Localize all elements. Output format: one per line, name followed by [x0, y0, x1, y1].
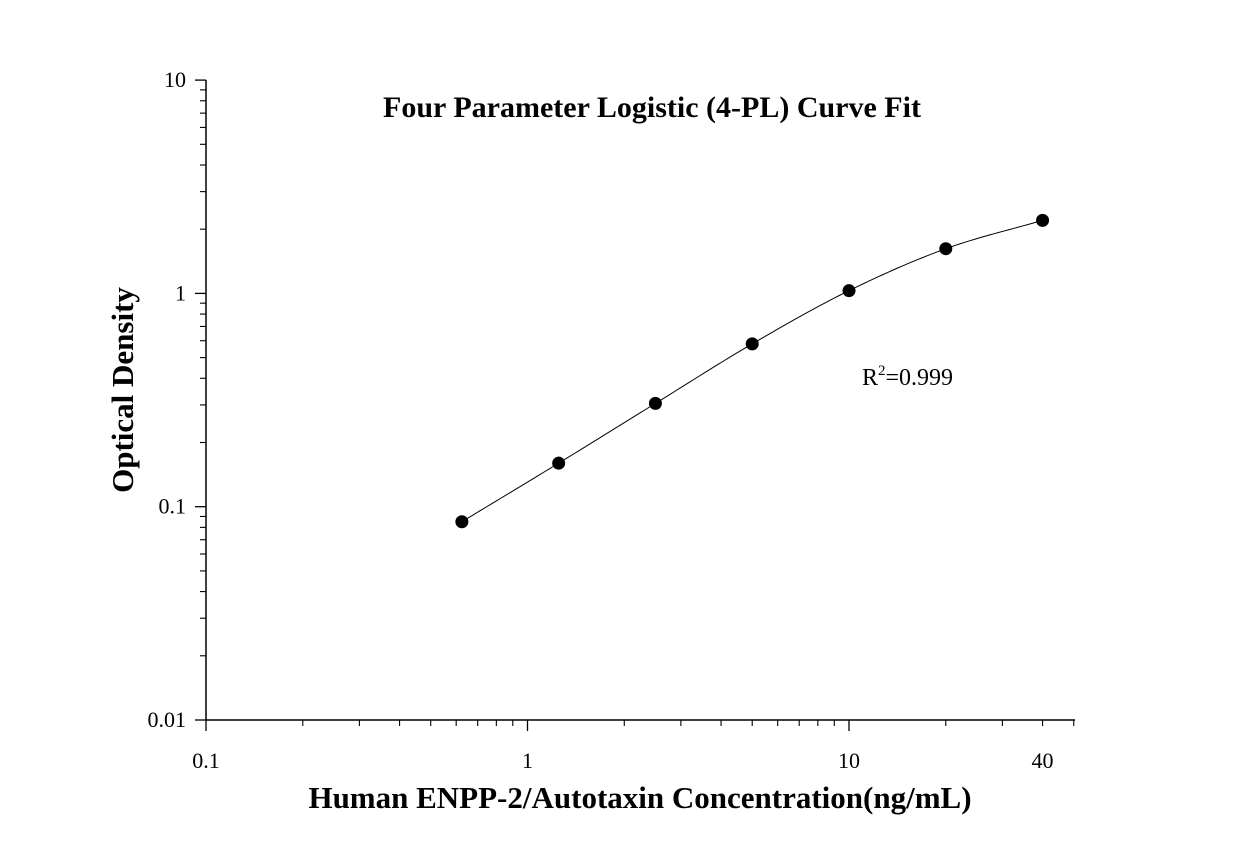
data-point [455, 515, 469, 529]
r-squared-value: =0.999 [886, 365, 954, 391]
x-tick-label: 40 [1032, 748, 1054, 773]
data-point [939, 242, 953, 256]
data-points [455, 213, 1050, 529]
x-tick-label: 10 [838, 748, 860, 773]
x-tick-label: 1 [522, 748, 533, 773]
r-squared-base: R [862, 365, 878, 391]
data-point [842, 284, 856, 298]
r-squared-annotation: R2=0.999 [862, 363, 953, 391]
y-tick-label: 0.1 [159, 494, 187, 519]
data-point [1036, 213, 1050, 227]
data-point [745, 337, 759, 351]
y-tick-label: 1 [175, 280, 186, 305]
chart-title: Four Parameter Logistic (4-PL) Curve Fit [383, 91, 921, 124]
r-squared-superscript: 2 [878, 363, 886, 379]
y-axis-label: Optical Density [105, 287, 140, 493]
axes [205, 80, 1075, 721]
data-point [648, 396, 662, 410]
y-tick-label: 10 [164, 67, 186, 92]
x-axis-label: Human ENPP-2/Autotaxin Concentration(ng/… [308, 780, 971, 815]
data-point [552, 456, 566, 470]
y-tick-label: 0.01 [148, 707, 187, 732]
x-tick-label: 0.1 [192, 748, 220, 773]
